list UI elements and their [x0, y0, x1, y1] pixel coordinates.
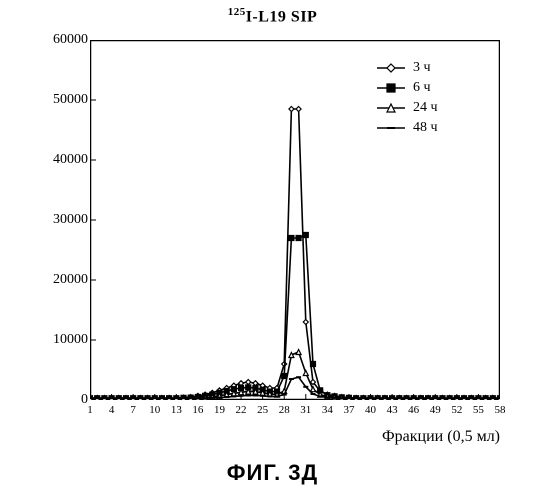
x-tick-label: 40: [365, 404, 376, 416]
chart-title: 125I-L19 SIP: [0, 6, 545, 26]
y-axis-label: Кол-во импульсов в минуту: [8, 0, 28, 40]
x-tick-label: 46: [408, 404, 419, 416]
figure-caption: ФИГ. 3Д: [0, 460, 545, 486]
y-tick-label: 0: [40, 392, 88, 408]
x-tick-label: 13: [171, 404, 182, 416]
legend-marker-icon: [377, 121, 405, 135]
legend-item: 6 ч: [377, 78, 438, 98]
series-marker: [303, 233, 308, 238]
x-tick-label: 31: [300, 404, 311, 416]
x-tick-label: 1: [87, 404, 93, 416]
series-marker: [303, 371, 308, 376]
y-tick-label: 50000: [40, 92, 88, 108]
legend-label: 3 ч: [413, 58, 431, 78]
x-tick-label: 52: [451, 404, 462, 416]
x-tick-label: 28: [279, 404, 290, 416]
y-tick-label: 40000: [40, 152, 88, 168]
title-superscript: 125: [228, 6, 246, 18]
x-tick-label: 4: [109, 404, 115, 416]
title-main: I-L19 SIP: [246, 8, 318, 25]
x-tick-label: 37: [343, 404, 354, 416]
series-line: [90, 377, 500, 398]
y-tick-label: 30000: [40, 212, 88, 228]
series-marker: [289, 107, 294, 112]
series-marker: [296, 350, 301, 355]
series-marker: [282, 374, 287, 379]
y-tick-label: 60000: [40, 32, 88, 48]
legend-item: 3 ч: [377, 58, 438, 78]
legend-label: 24 ч: [413, 98, 438, 118]
legend-marker-icon: [377, 101, 405, 115]
series-line: [90, 352, 500, 398]
x-tick-label: 49: [430, 404, 441, 416]
legend-item: 24 ч: [377, 98, 438, 118]
series-line: [90, 235, 500, 398]
series-marker: [289, 236, 294, 241]
x-tick-label: 16: [192, 404, 203, 416]
legend-label: 48 ч: [413, 118, 438, 138]
legend: 3 ч6 ч24 ч48 ч: [377, 58, 438, 138]
series-marker: [303, 320, 308, 325]
legend-label: 6 ч: [413, 78, 431, 98]
x-tick-label: 19: [214, 404, 225, 416]
x-tick-label: 43: [387, 404, 398, 416]
series-marker: [296, 107, 301, 112]
series-marker: [310, 362, 315, 367]
x-tick-label: 58: [495, 404, 506, 416]
legend-item: 48 ч: [377, 118, 438, 138]
x-tick-label: 10: [149, 404, 160, 416]
y-tick-label: 20000: [40, 272, 88, 288]
series-marker: [289, 353, 294, 358]
y-tick-label: 10000: [40, 332, 88, 348]
x-tick-label: 34: [322, 404, 333, 416]
legend-marker-icon: [377, 81, 405, 95]
x-axis-label: Фракции (0,5 мл): [90, 428, 502, 446]
plot-area: [90, 40, 500, 400]
legend-marker-icon: [377, 61, 405, 75]
series-marker: [296, 236, 301, 241]
x-tick-label: 22: [236, 404, 247, 416]
y-ticks: 0100002000030000400005000060000: [40, 40, 88, 400]
x-tick-label: 55: [473, 404, 484, 416]
x-tick-label: 25: [257, 404, 268, 416]
series-marker: [246, 380, 251, 385]
x-ticks: 1471013161922252831343740434649525558: [90, 404, 500, 422]
x-tick-label: 7: [130, 404, 136, 416]
series-line: [90, 109, 500, 398]
series-marker: [310, 387, 315, 392]
